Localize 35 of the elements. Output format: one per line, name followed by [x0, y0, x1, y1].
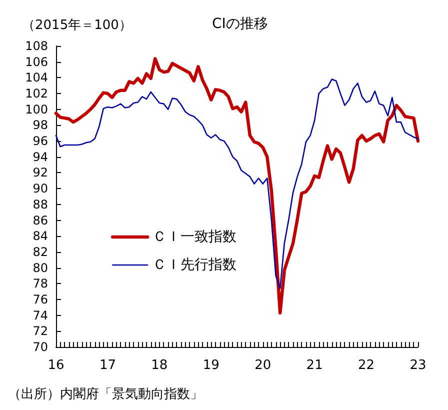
- y-tick-label: 94: [32, 150, 48, 164]
- y-tick-label: 78: [32, 276, 48, 291]
- x-tick-label: 17: [99, 358, 116, 373]
- x-tick-label: 19: [202, 358, 220, 373]
- y-tick-label: 96: [32, 134, 48, 148]
- x-tick-label: 21: [306, 358, 323, 373]
- text: （出所）内閣府「景気動向指数」: [8, 386, 203, 402]
- x-tick-label: 20: [254, 358, 272, 373]
- y-tick-label: 86: [32, 213, 48, 228]
- y-tick-label: 82: [32, 244, 48, 259]
- y-tick-label: 88: [32, 197, 48, 212]
- chart-title: CIの推移: [212, 16, 268, 32]
- line-series: [54, 57, 420, 315]
- y-tick-label: 76: [32, 292, 48, 306]
- x-tick-label: 16: [48, 358, 64, 373]
- y-axis-title: （2015年＝100）: [22, 18, 132, 33]
- y-tick-label: 80: [32, 260, 48, 275]
- y-tick-label: 100: [25, 102, 48, 116]
- y-tick-label: 74: [32, 308, 48, 322]
- legend-label: ＣＩ一致指数: [152, 229, 237, 245]
- y-tick-label: 108: [25, 39, 48, 53]
- x-tick-label: 18: [151, 358, 168, 373]
- y-tick-label: 98: [32, 118, 48, 132]
- y-tick-label: 72: [32, 324, 48, 338]
- y-tick-label: 92: [32, 166, 48, 180]
- y-tick-label: 104: [25, 70, 48, 85]
- y-tick-label: 90: [32, 182, 48, 196]
- y-tick-label: 70: [32, 340, 48, 354]
- legend-label: ＣＩ先行指数: [152, 257, 237, 273]
- y-tick-label: 106: [25, 54, 48, 69]
- x-tick-label: 22: [358, 358, 375, 373]
- line-series: [55, 78, 419, 290]
- y-tick-label: 102: [25, 86, 48, 101]
- y-tick-label: 84: [32, 229, 48, 244]
- x-tick-label: 23: [410, 358, 426, 373]
